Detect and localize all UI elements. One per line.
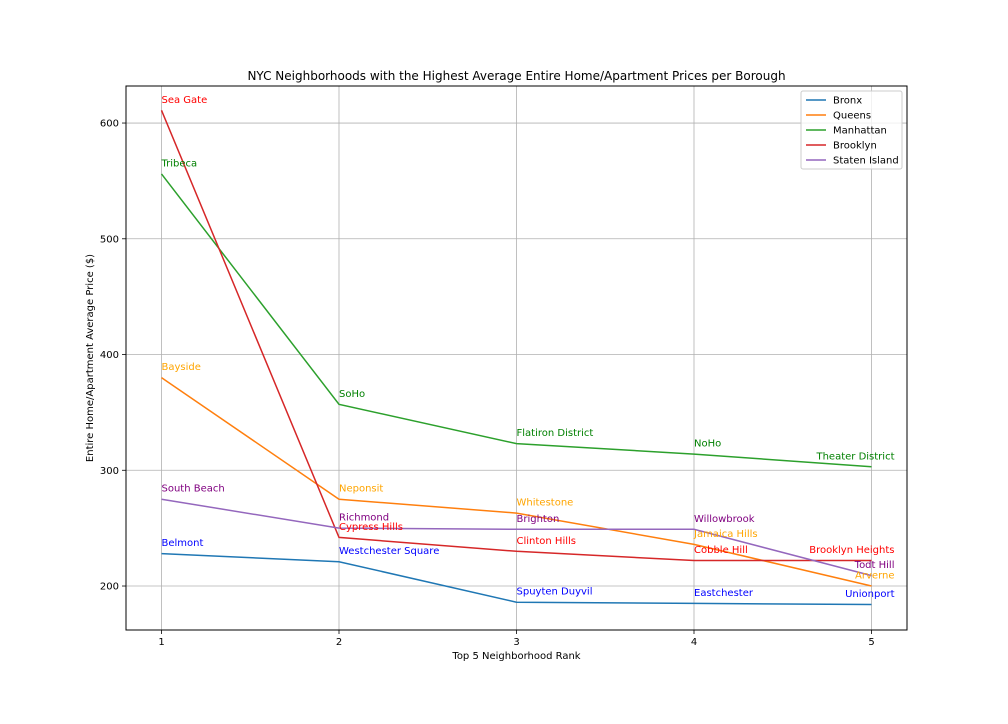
point-label: Sea Gate [162,95,208,106]
y-tick-label: 600 [100,119,119,130]
point-label: Westchester Square [339,546,439,557]
legend: Bronx Queens Manhattan Brooklyn Staten Islan… [800,90,903,170]
point-label: Jamaica Hills [693,529,758,540]
point-label: Whitestone [517,498,574,509]
point-label: Willowbrook [694,514,755,525]
point-label: Tribeca [161,158,198,169]
chart-title: NYC Neighborhoods with the Highest Avera… [247,69,785,83]
series-line-brooklyn [160,110,872,562]
point-label: Cypress Hills [339,522,403,533]
point-label: Brooklyn Heights [809,545,894,556]
legend-entry: Staten Island [833,156,899,167]
x-axis: 1 2 3 4 5 [158,630,875,648]
point-label: Todt Hill [854,560,895,571]
series-lines [160,110,872,606]
point-label: Spuyten Duyvil [517,587,593,598]
point-label: Bayside [162,362,201,373]
point-label: Brighton [517,514,560,525]
x-tick-label: 4 [691,637,697,648]
y-tick-label: 300 [100,466,119,477]
legend-entry: Brooklyn [833,141,877,152]
point-label: Eastchester [694,588,754,599]
point-label: Belmont [162,538,204,549]
grid [126,86,907,630]
point-label: SoHo [339,389,365,400]
y-tick-label: 200 [100,582,119,593]
y-axis-label: Entire Home/Apartment Average Price ($) [85,254,96,462]
x-tick-label: 5 [868,637,874,648]
point-label: Flatiron District [517,428,594,439]
legend-entry: Queens [833,111,871,122]
x-tick-label: 2 [336,637,342,648]
point-label: Richmond [339,513,389,524]
x-axis-label: Top 5 Neighborhood Rank [451,651,580,662]
x-tick-label: 1 [158,637,164,648]
series-line-staten-island [161,498,872,577]
point-label: Theater District [815,451,894,462]
legend-box [800,90,903,170]
point-label: NoHo [694,439,721,450]
point-label: Cobble Hill [694,545,748,556]
y-axis: 200 300 400 500 600 [100,119,126,593]
y-tick-label: 400 [100,350,119,361]
legend-entry: Bronx [833,96,862,107]
point-label: Neponsit [339,484,383,495]
series-line-manhattan [160,173,872,468]
legend-entry: Manhattan [833,126,887,137]
y-tick-label: 500 [100,234,119,245]
point-labels: Belmont Westchester Square Spuyten Duyvil E… [161,95,895,600]
point-label: Clinton Hills [517,536,577,547]
point-label: Unionport [845,589,894,600]
point-label: Arverne [855,571,894,582]
point-label: South Beach [162,484,225,495]
x-tick-label: 3 [513,637,519,648]
series-line-queens [161,377,872,587]
series-line-bronx [161,552,872,606]
